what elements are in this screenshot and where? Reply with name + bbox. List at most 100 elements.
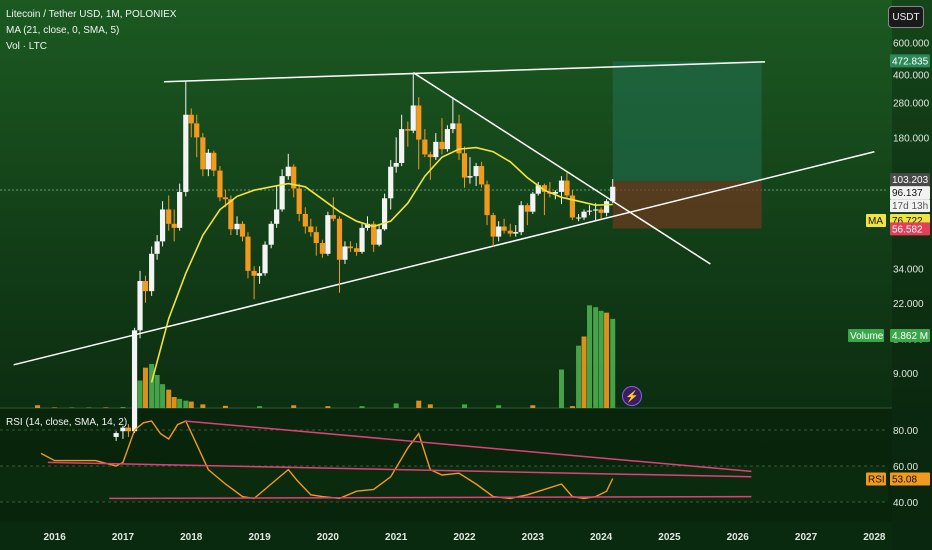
- time-tick: 2027: [795, 532, 818, 543]
- volume-label-tag: Volume: [850, 331, 884, 342]
- candle-body: [313, 232, 319, 244]
- candle-body: [427, 154, 433, 158]
- currency-button[interactable]: USDT: [888, 6, 924, 28]
- rsi-value-tag-bg: [890, 472, 930, 486]
- candle-body: [444, 129, 451, 150]
- candle-body: [154, 241, 160, 254]
- candle-body: [256, 273, 263, 276]
- candle-body: [268, 223, 274, 245]
- rsi-value-tag: 53.08: [892, 474, 917, 485]
- rsi-tick: 80.00: [893, 426, 918, 437]
- volume-bar: [200, 404, 206, 408]
- candle-body: [274, 209, 280, 224]
- candle-body: [484, 184, 490, 216]
- candle-body: [251, 270, 257, 276]
- volume-bar: [142, 367, 148, 408]
- stop-tag-bg: [890, 222, 930, 236]
- candle-body: [239, 223, 246, 237]
- volume-bar: [149, 364, 155, 408]
- lightning-icon[interactable]: ⚡: [622, 386, 642, 406]
- time-tick: 2017: [112, 532, 135, 543]
- candle-body: [598, 209, 604, 213]
- price-tick: 600.000: [893, 39, 930, 50]
- rsi-tick: 60.00: [893, 462, 918, 473]
- candle-body: [603, 201, 610, 213]
- volume-value-tag: 4.862 M: [892, 331, 928, 342]
- volume-bar: [137, 380, 143, 408]
- candle-body: [575, 217, 582, 219]
- volume-bar: [154, 375, 160, 408]
- candle-body: [535, 185, 541, 194]
- volume-bar: [69, 407, 75, 408]
- entry-tag-bg: [890, 173, 930, 187]
- price-tick: 34.000: [893, 265, 924, 276]
- volume-bar: [103, 407, 109, 408]
- volume-legend[interactable]: Vol · LTC: [6, 41, 47, 52]
- volume-bar: [86, 407, 92, 408]
- candle-body: [142, 281, 149, 292]
- ascending-support-line: [13, 150, 875, 366]
- volume-bar: [120, 407, 126, 408]
- ma-label-tag: MA: [868, 216, 883, 227]
- rsi-label-tag: RSI: [868, 474, 885, 485]
- candle-body: [552, 191, 558, 194]
- target-zone: [612, 61, 762, 182]
- volume-bar: [393, 403, 399, 408]
- volume-bar: [598, 310, 604, 408]
- candle-body: [325, 215, 331, 254]
- candle-body: [490, 215, 496, 237]
- candle-body: [450, 123, 456, 130]
- candle-body: [518, 205, 524, 233]
- time-tick: 2023: [522, 532, 545, 543]
- candle-body: [353, 248, 360, 252]
- candle-body: [478, 166, 485, 185]
- volume-bar: [222, 405, 228, 408]
- descending-resistance-line: [412, 71, 711, 265]
- ma-value-tag: 76.722: [892, 216, 923, 227]
- time-tick: 2018: [180, 532, 203, 543]
- candle-body: [336, 218, 343, 260]
- time-tick: 2019: [248, 532, 271, 543]
- volume-bar: [593, 307, 599, 408]
- time-tick: 2025: [658, 532, 681, 543]
- candle-body: [291, 166, 297, 189]
- volume-bar: [576, 345, 582, 408]
- rsi-band-fill: [0, 466, 888, 502]
- rsi-legend[interactable]: RSI (14, close, SMA, 14, 2): [6, 417, 128, 428]
- candle-body: [586, 210, 593, 212]
- target-tag: 472.835: [892, 56, 929, 67]
- candle-body: [513, 232, 519, 234]
- ma-series-line: [150, 146, 613, 383]
- volume-bar: [171, 397, 177, 408]
- rsi-series-line: [40, 420, 614, 500]
- volume-bars: [35, 305, 616, 408]
- candle-body: [194, 123, 200, 138]
- ma-label-tag-bg: [866, 214, 886, 227]
- candle-body: [137, 281, 143, 331]
- candle-body: [581, 211, 587, 218]
- candle-body: [342, 246, 348, 260]
- candle-body: [593, 209, 599, 211]
- time-tick: 2024: [590, 532, 613, 543]
- time-tick: 2020: [317, 532, 340, 543]
- candle-body: [302, 213, 308, 227]
- candle-body: [610, 186, 616, 202]
- volume-bar: [586, 305, 592, 408]
- candle-body: [171, 223, 177, 228]
- time-tick: 2026: [727, 532, 750, 543]
- candle-body: [200, 137, 206, 170]
- ma-legend[interactable]: MA (21, close, 0, SMA, 5): [6, 25, 120, 36]
- candle-body: [393, 162, 399, 167]
- candle-body: [285, 166, 291, 177]
- candle-body: [120, 427, 126, 432]
- candle-body: [188, 114, 194, 124]
- candle-body: [558, 180, 565, 192]
- ma-line: [150, 146, 613, 383]
- entry-tag: 103.203: [892, 175, 929, 186]
- volume-bar: [160, 384, 166, 408]
- candle-body: [125, 427, 132, 432]
- candle-body: [359, 227, 365, 252]
- candle-body: [183, 114, 189, 192]
- candle-body: [376, 229, 382, 245]
